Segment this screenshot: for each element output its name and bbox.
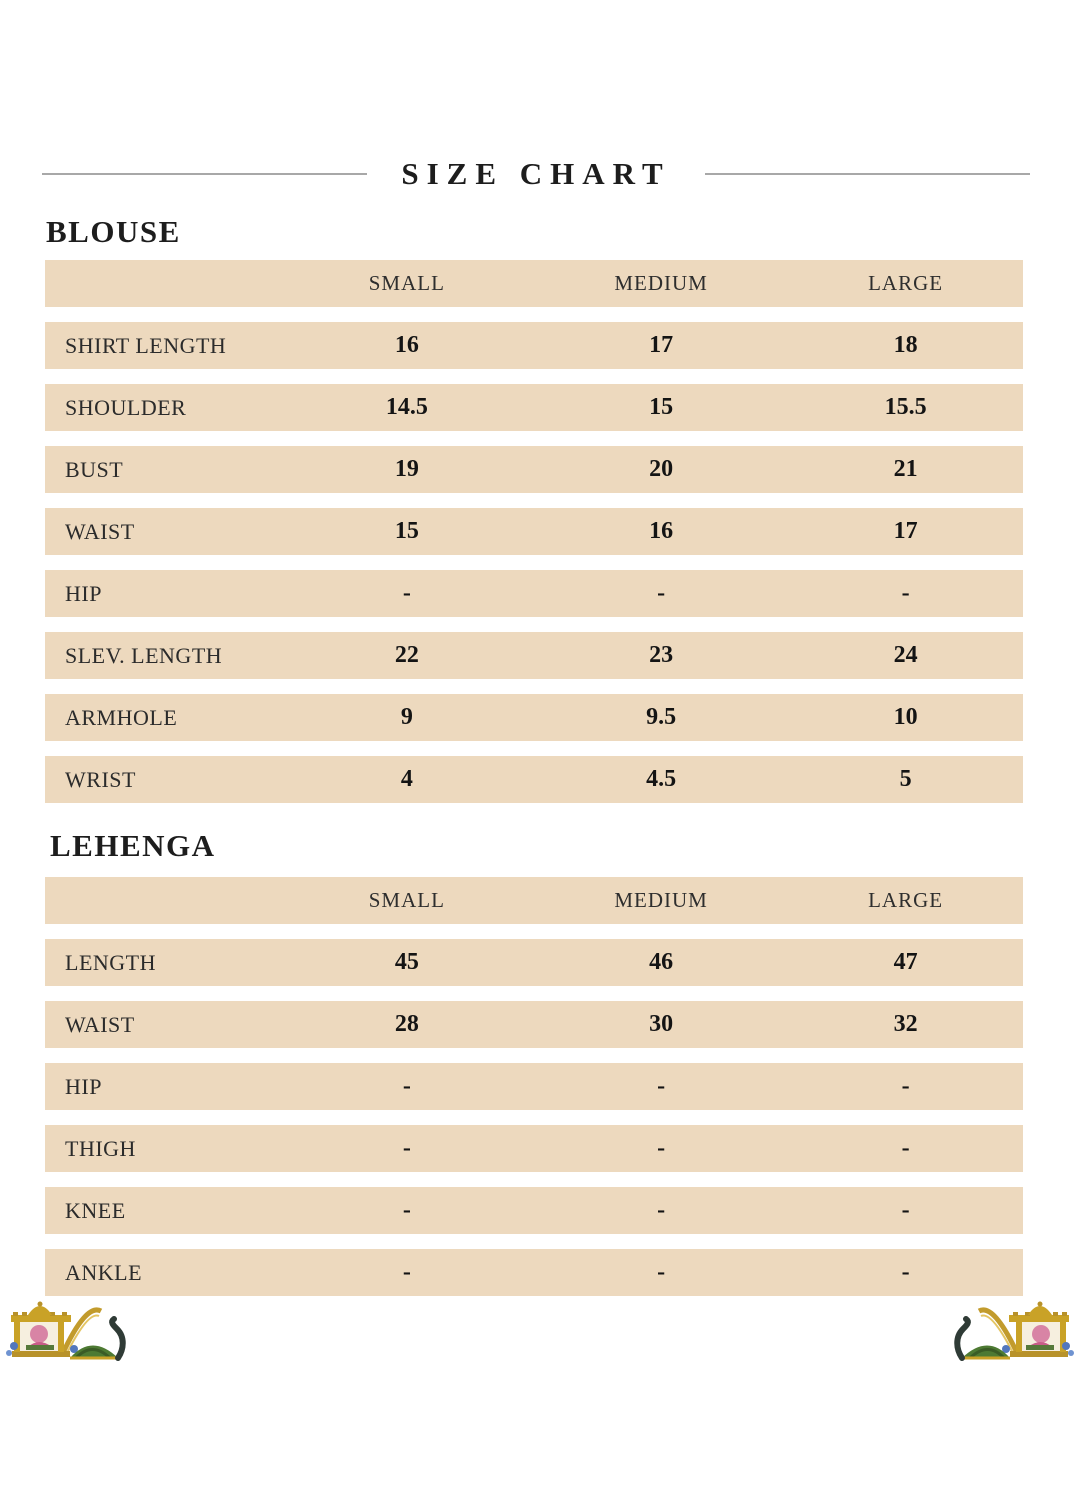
row-label: BUST bbox=[65, 456, 124, 482]
page-title: SIZE CHART bbox=[401, 156, 671, 191]
section-heading-blouse: BLOUSE bbox=[46, 214, 181, 249]
row-label: SHIRT LENGTH bbox=[65, 332, 227, 358]
cell-value: 10 bbox=[893, 704, 918, 730]
column-header: MEDIUM bbox=[614, 271, 708, 295]
cell-value: - bbox=[901, 1135, 910, 1161]
cell-value: 23 bbox=[649, 642, 674, 668]
table-row: LENGTH 45 46 47 bbox=[45, 939, 1023, 986]
table-header-row: SMALL MEDIUM LARGE bbox=[45, 260, 1023, 307]
title-row: SIZE CHART bbox=[42, 158, 1030, 189]
cell-value: 15 bbox=[649, 394, 674, 420]
elephant-howdah-icon bbox=[6, 1301, 126, 1361]
row-label: ARMHOLE bbox=[65, 704, 178, 730]
cell-value: 4 bbox=[400, 766, 413, 792]
row-label: KNEE bbox=[65, 1197, 126, 1223]
column-header: LARGE bbox=[868, 271, 944, 295]
cell-value: - bbox=[657, 580, 666, 606]
cell-value: 45 bbox=[394, 949, 419, 975]
row-label: WAIST bbox=[65, 1011, 135, 1037]
table-row: SHOULDER 14.5 15 15.5 bbox=[45, 384, 1023, 431]
cell-value: - bbox=[901, 1259, 910, 1285]
blouse-size-table: SMALL MEDIUM LARGE SHIRT LENGTH 16 17 18 SHOULD… bbox=[45, 260, 1023, 818]
title-divider-right bbox=[704, 172, 1030, 175]
table-row: WAIST 15 16 17 bbox=[45, 508, 1023, 555]
cell-value: 47 bbox=[893, 949, 918, 975]
cell-value: 15.5 bbox=[884, 394, 927, 420]
cell-value: 18 bbox=[893, 332, 918, 358]
cell-value: 17 bbox=[649, 332, 674, 358]
row-label: WAIST bbox=[65, 518, 135, 544]
cell-value: 46 bbox=[649, 949, 674, 975]
row-label: WRIST bbox=[65, 766, 136, 792]
cell-value: - bbox=[402, 1073, 411, 1099]
row-label: HIP bbox=[65, 1073, 102, 1099]
cell-value: 9 bbox=[400, 704, 413, 730]
cell-value: - bbox=[402, 1259, 411, 1285]
cell-value: 15 bbox=[394, 518, 419, 544]
cell-value: 16 bbox=[394, 332, 419, 358]
row-label: SLEV. LENGTH bbox=[65, 642, 223, 668]
table-row: ARMHOLE 9 9.5 10 bbox=[45, 694, 1023, 741]
cell-value: - bbox=[901, 1073, 910, 1099]
lehenga-size-table: SMALL MEDIUM LARGE LENGTH 45 46 47 WAIST 28 30 32 H… bbox=[45, 877, 1023, 1311]
cell-value: 24 bbox=[893, 642, 918, 668]
cell-value: 20 bbox=[649, 456, 674, 482]
cell-value: - bbox=[657, 1259, 666, 1285]
row-label: SHOULDER bbox=[65, 394, 187, 420]
cell-value: - bbox=[901, 580, 910, 606]
cell-value: 21 bbox=[893, 456, 918, 482]
table-row: SHIRT LENGTH 16 17 18 bbox=[45, 322, 1023, 369]
row-label: LENGTH bbox=[65, 949, 156, 975]
table-row: WRIST 4 4.5 5 bbox=[45, 756, 1023, 803]
cell-value: 14.5 bbox=[385, 394, 428, 420]
cell-value: 30 bbox=[649, 1011, 674, 1037]
cell-value: - bbox=[657, 1135, 666, 1161]
table-row: THIGH - - - bbox=[45, 1125, 1023, 1172]
table-row: BUST 19 20 21 bbox=[45, 446, 1023, 493]
cell-value: - bbox=[402, 1197, 411, 1223]
section-heading-lehenga: LEHENGA bbox=[50, 828, 216, 863]
cell-value: - bbox=[657, 1073, 666, 1099]
elephant-howdah-icon-mirrored bbox=[954, 1301, 1074, 1361]
cell-value: 9.5 bbox=[646, 704, 677, 730]
column-header: SMALL bbox=[368, 271, 445, 295]
cell-value: 17 bbox=[893, 518, 918, 544]
column-header: LARGE bbox=[868, 888, 944, 912]
row-label: ANKLE bbox=[65, 1259, 143, 1285]
table-header-row: SMALL MEDIUM LARGE bbox=[45, 877, 1023, 924]
table-row: HIP - - - bbox=[45, 570, 1023, 617]
cell-value: 32 bbox=[893, 1011, 918, 1037]
cell-value: 16 bbox=[649, 518, 674, 544]
cell-value: 19 bbox=[394, 456, 419, 482]
table-row: WAIST 28 30 32 bbox=[45, 1001, 1023, 1048]
title-divider-left bbox=[42, 172, 368, 175]
table-row: KNEE - - - bbox=[45, 1187, 1023, 1234]
cell-value: 5 bbox=[899, 766, 912, 792]
row-label: HIP bbox=[65, 580, 102, 606]
table-row: HIP - - - bbox=[45, 1063, 1023, 1110]
table-row: SLEV. LENGTH 22 23 24 bbox=[45, 632, 1023, 679]
cell-value: 22 bbox=[394, 642, 419, 668]
table-row: ANKLE - - - bbox=[45, 1249, 1023, 1296]
cell-value: - bbox=[402, 1135, 411, 1161]
cell-value: 4.5 bbox=[646, 766, 677, 792]
row-label: THIGH bbox=[65, 1135, 136, 1161]
column-header: SMALL bbox=[368, 888, 445, 912]
cell-value: 28 bbox=[394, 1011, 419, 1037]
column-header: MEDIUM bbox=[614, 888, 708, 912]
cell-value: - bbox=[901, 1197, 910, 1223]
cell-value: - bbox=[657, 1197, 666, 1223]
cell-value: - bbox=[402, 580, 411, 606]
